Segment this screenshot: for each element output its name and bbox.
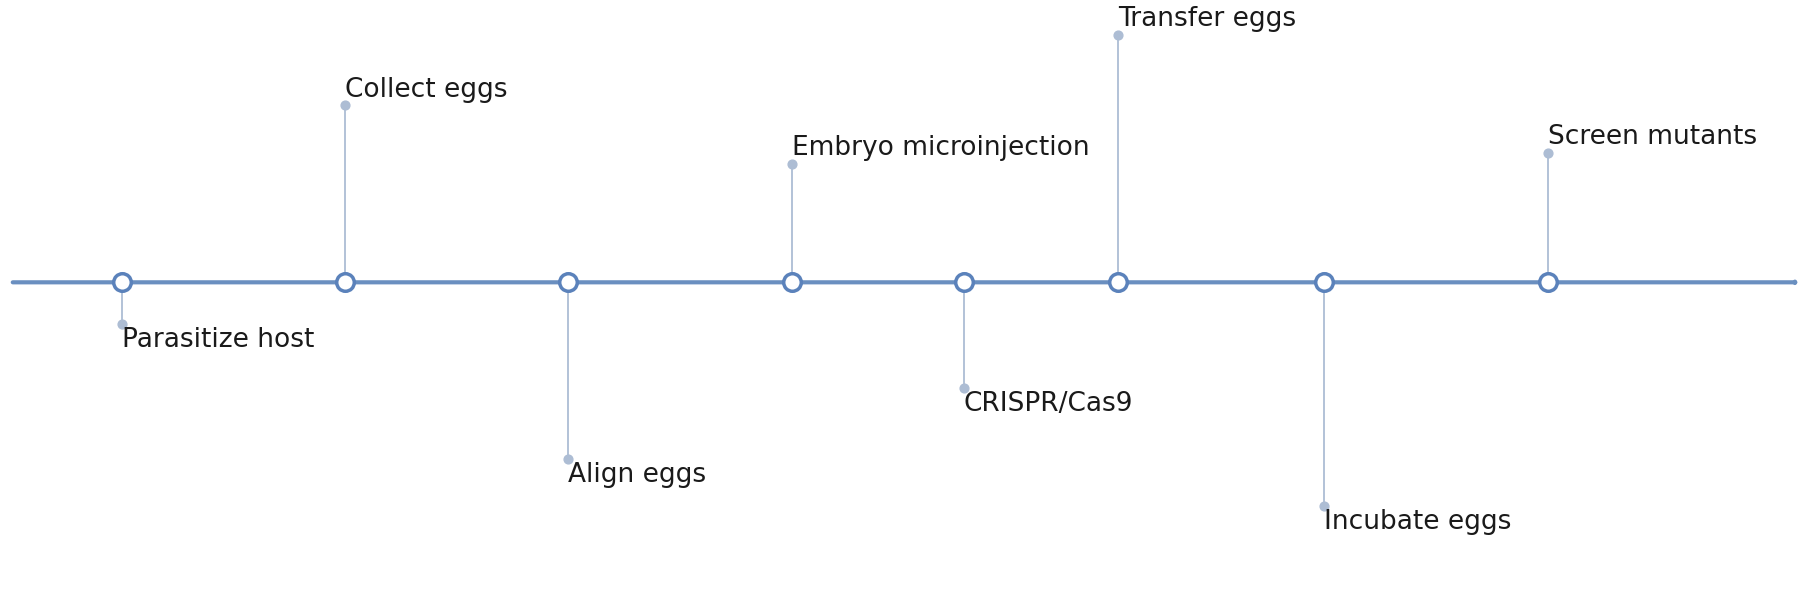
Point <box>1103 30 1132 40</box>
Point <box>776 160 805 169</box>
Point <box>1533 278 1562 287</box>
Text: Screen mutants: Screen mutants <box>1547 123 1756 150</box>
Point <box>1103 278 1132 287</box>
Text: Embryo microinjection: Embryo microinjection <box>791 135 1088 161</box>
Point <box>107 318 136 328</box>
Point <box>330 101 359 110</box>
Text: Parasitize host: Parasitize host <box>122 326 314 353</box>
Point <box>107 278 136 287</box>
Point <box>553 455 582 464</box>
Point <box>776 278 805 287</box>
Text: Transfer eggs: Transfer eggs <box>1117 6 1295 32</box>
Point <box>553 278 582 287</box>
Text: Align eggs: Align eggs <box>568 462 706 488</box>
Point <box>1533 148 1562 158</box>
Text: Incubate eggs: Incubate eggs <box>1324 509 1511 535</box>
Point <box>1310 501 1339 511</box>
Text: Collect eggs: Collect eggs <box>345 76 508 102</box>
Point <box>949 383 978 393</box>
Text: CRISPR/Cas9: CRISPR/Cas9 <box>963 391 1132 417</box>
Point <box>1310 278 1339 287</box>
Point <box>949 278 978 287</box>
Point <box>330 278 359 287</box>
